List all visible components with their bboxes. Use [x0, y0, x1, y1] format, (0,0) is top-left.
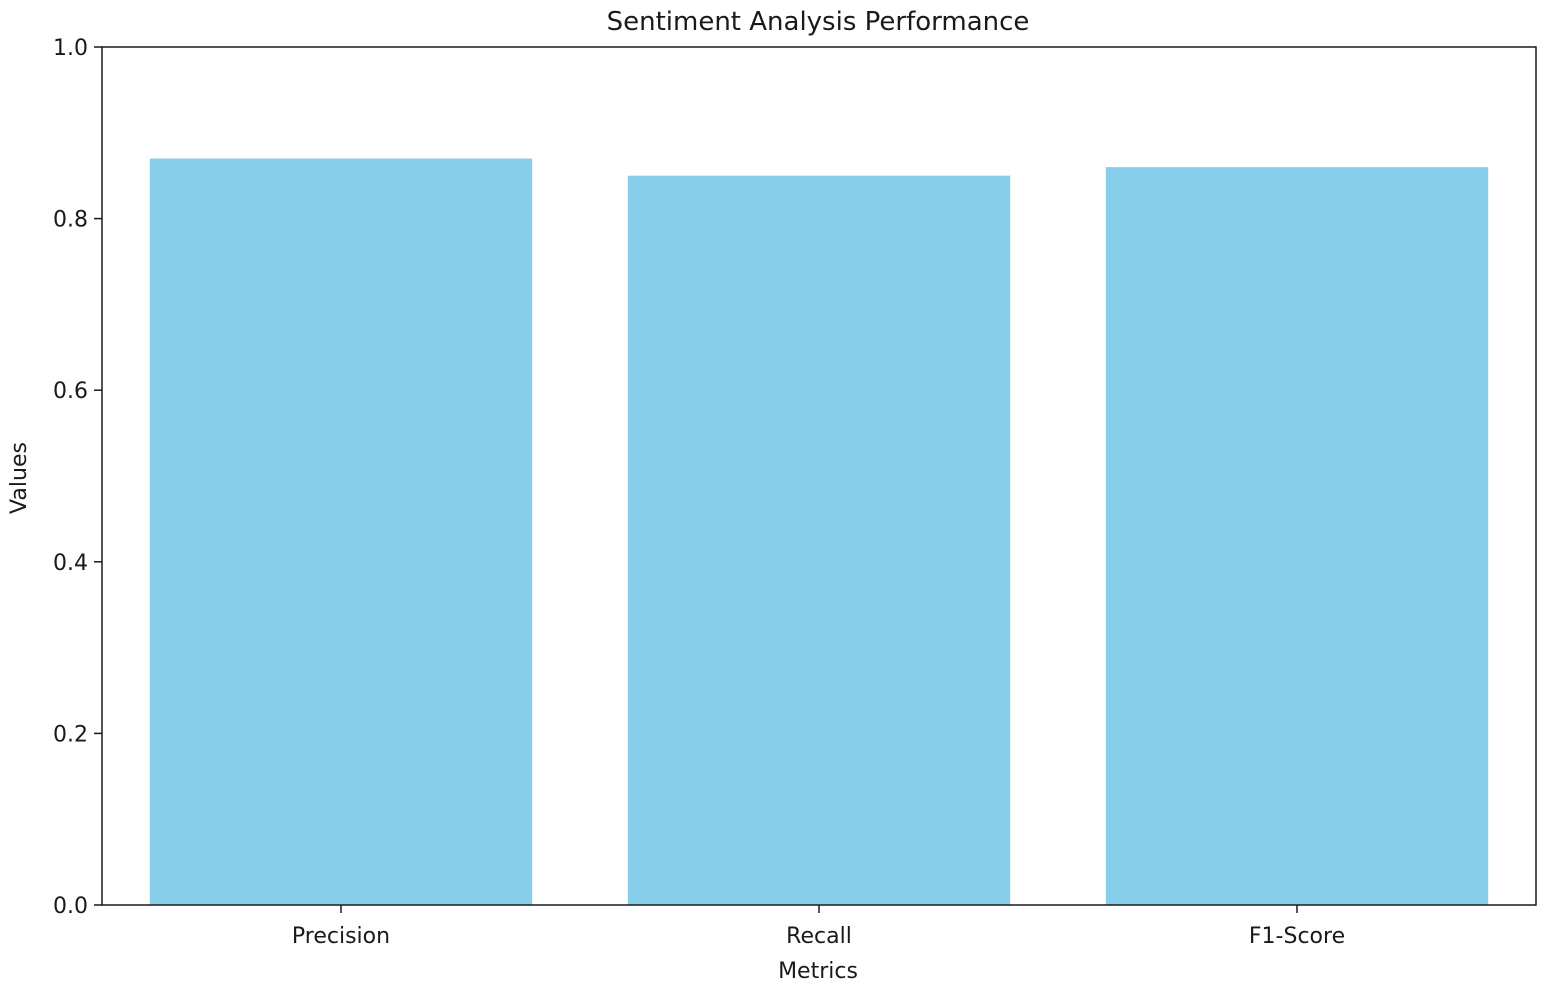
- y-tick-label: 0.0: [53, 894, 88, 919]
- y-axis-ticks: 0.0 0.2 0.4 0.6 0.8 1.0: [53, 36, 102, 919]
- bars: [149, 158, 1489, 906]
- bar-precision: [149, 158, 533, 906]
- bar-recall: [627, 175, 1011, 905]
- y-tick-label: 0.8: [53, 208, 88, 233]
- x-axis-ticks: Precision Recall F1-Score: [292, 905, 1345, 949]
- y-tick-label: 0.6: [53, 379, 88, 404]
- x-tick-label: F1-Score: [1249, 924, 1345, 949]
- chart-title: Sentiment Analysis Performance: [607, 7, 1030, 37]
- y-tick-label: 1.0: [53, 36, 88, 61]
- plot-frame: [101, 46, 1537, 906]
- y-tick-label: 0.2: [53, 722, 88, 747]
- x-tick-label: Recall: [786, 924, 852, 949]
- y-axis-label: Values: [7, 442, 32, 514]
- x-axis-label: Metrics: [778, 959, 858, 984]
- y-tick-label: 0.4: [53, 551, 88, 576]
- bar-f1-score: [1105, 167, 1489, 905]
- x-tick-label: Precision: [292, 924, 390, 949]
